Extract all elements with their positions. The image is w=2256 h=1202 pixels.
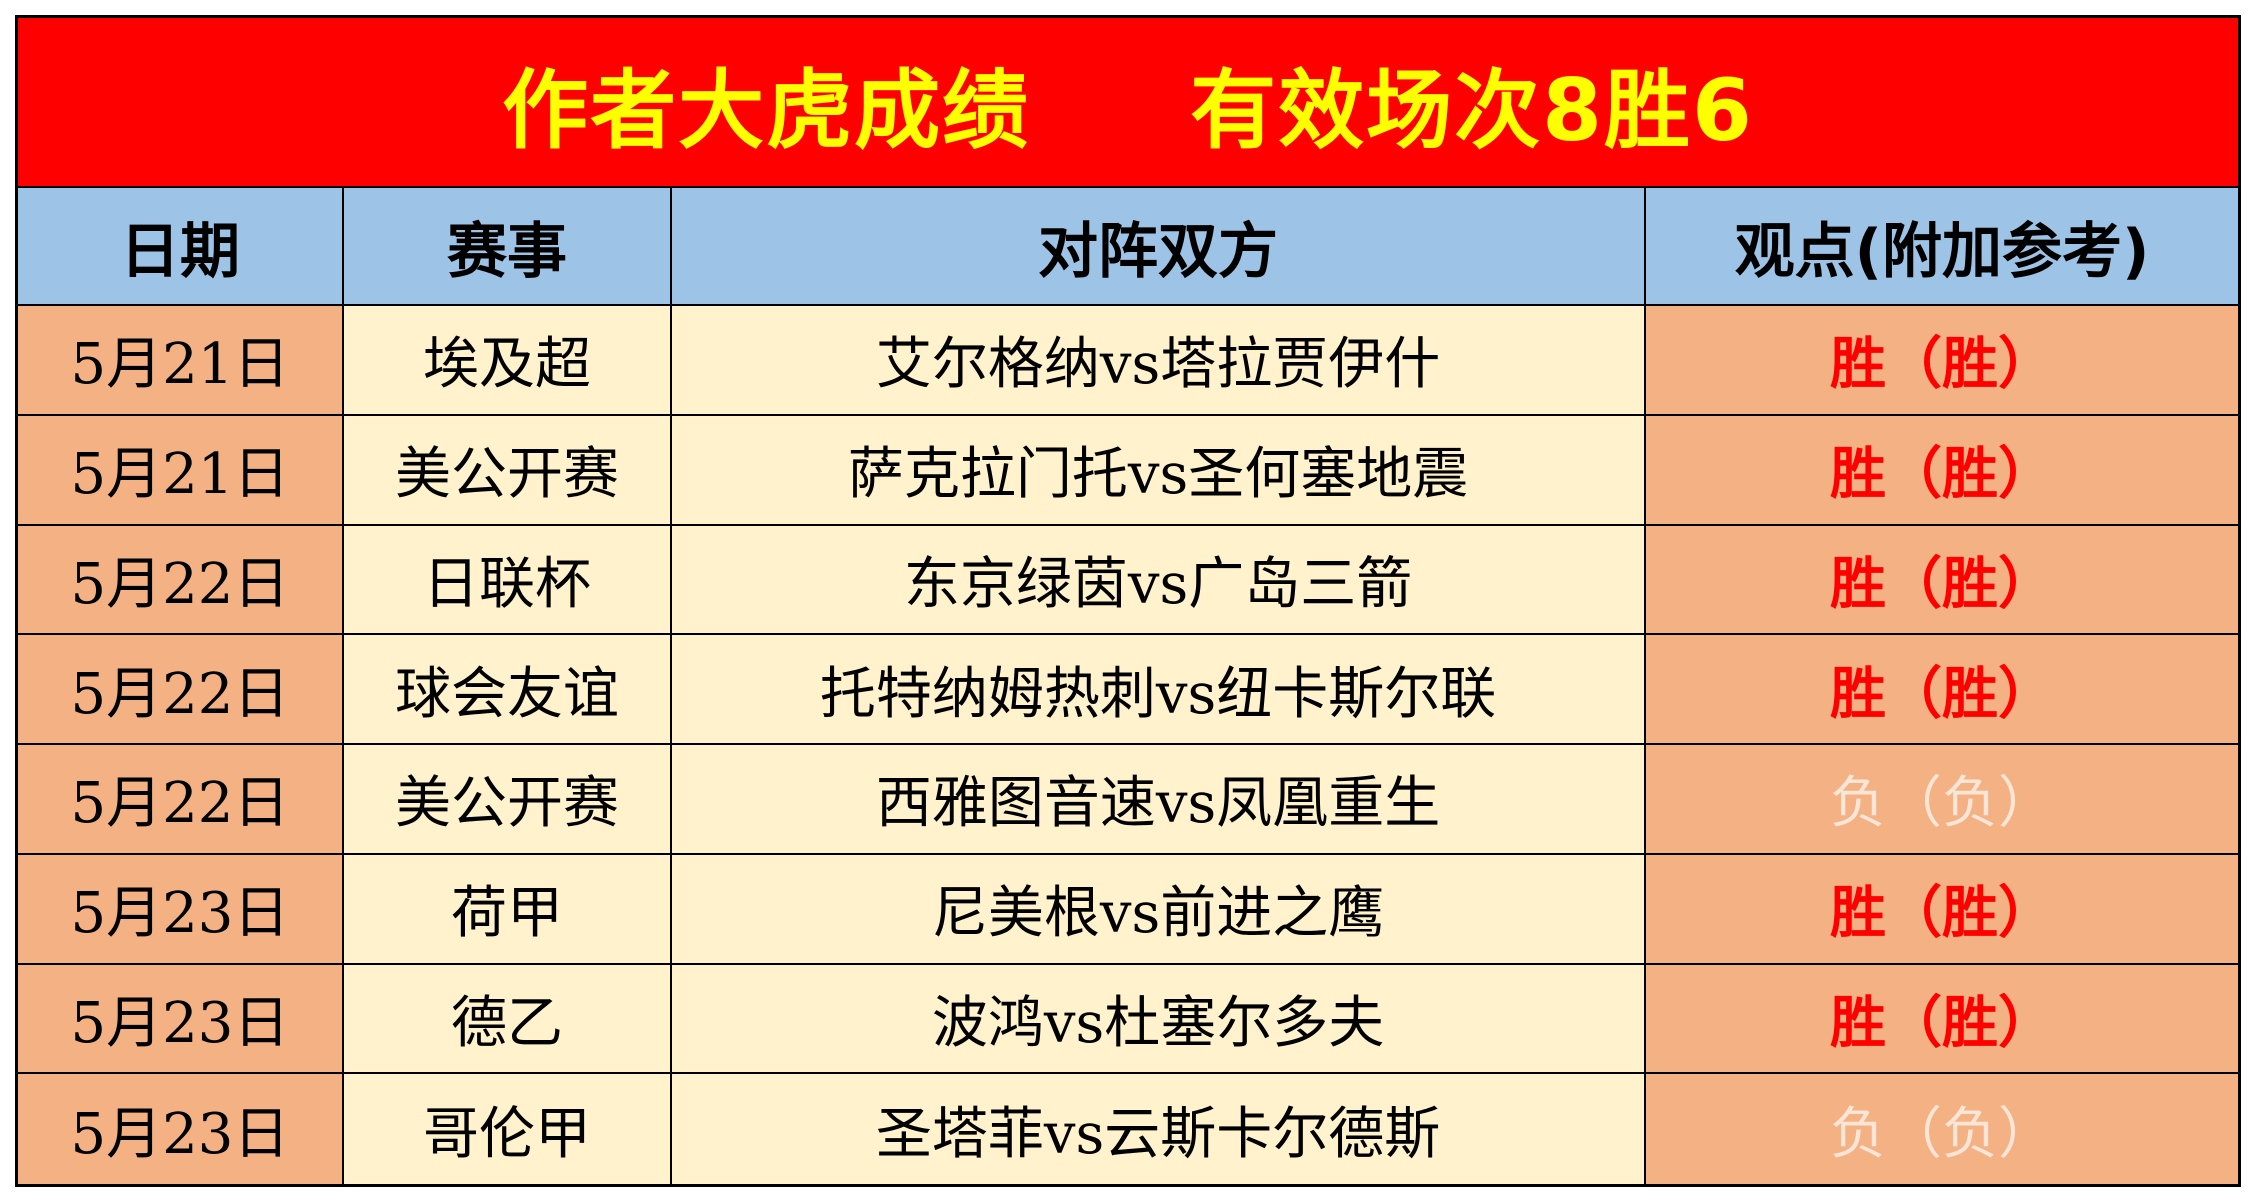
header-row: 日期 赛事 对阵双方 观点(附加参考) xyxy=(18,188,2238,306)
table-row: 5月22日 日联杯 东京绿茵vs广岛三箭 胜（胜） xyxy=(18,525,2238,636)
view-cell: 胜（胜） xyxy=(1646,525,2238,634)
title-right: 有效场次8胜6 xyxy=(1190,60,1754,161)
date-cell: 5月22日 xyxy=(18,745,344,853)
date-cell: 5月22日 xyxy=(18,525,344,634)
table-row: 5月21日 埃及超 艾尔格纳vs塔拉贾伊什 胜（胜） xyxy=(18,306,2238,416)
event-cell: 日联杯 xyxy=(344,525,672,634)
date-cell: 5月22日 xyxy=(18,635,344,743)
results-table: 作者大虎成绩 有效场次8胜6 日期 赛事 对阵双方 观点(附加参考) 5月21日 … xyxy=(15,15,2241,1187)
match-cell: 托特纳姆热刺vs纽卡斯尔联 xyxy=(672,635,1646,743)
event-cell: 德乙 xyxy=(344,964,672,1073)
table-row: 5月23日 哥伦甲 圣塔菲vs云斯卡尔德斯 负（负） xyxy=(18,1074,2238,1184)
table-row: 5月23日 荷甲 尼美根vs前进之鹰 胜（胜） xyxy=(18,854,2238,965)
event-cell: 荷甲 xyxy=(344,854,672,963)
view-cell: 胜（胜） xyxy=(1646,415,2238,524)
date-cell: 5月21日 xyxy=(18,415,344,524)
match-cell: 萨克拉门托vs圣何塞地震 xyxy=(672,415,1646,524)
view-cell: 负（负） xyxy=(1646,1074,2238,1184)
date-cell: 5月21日 xyxy=(18,306,344,414)
table-title: 作者大虎成绩 有效场次8胜6 xyxy=(18,18,2238,188)
view-cell: 胜（胜） xyxy=(1646,854,2238,963)
table-row: 5月23日 德乙 波鸿vs杜塞尔多夫 胜（胜） xyxy=(18,964,2238,1075)
date-cell: 5月23日 xyxy=(18,854,344,963)
date-cell: 5月23日 xyxy=(18,964,344,1073)
view-cell: 负（负） xyxy=(1646,745,2238,853)
header-event: 赛事 xyxy=(344,188,672,304)
header-view: 观点(附加参考) xyxy=(1646,188,2238,304)
match-cell: 东京绿茵vs广岛三箭 xyxy=(672,525,1646,634)
header-date: 日期 xyxy=(18,188,344,304)
event-cell: 哥伦甲 xyxy=(344,1074,672,1184)
view-cell: 胜（胜） xyxy=(1646,635,2238,743)
match-cell: 艾尔格纳vs塔拉贾伊什 xyxy=(672,306,1646,414)
match-cell: 尼美根vs前进之鹰 xyxy=(672,854,1646,963)
table-row: 5月21日 美公开赛 萨克拉门托vs圣何塞地震 胜（胜） xyxy=(18,415,2238,526)
event-cell: 美公开赛 xyxy=(344,745,672,853)
event-cell: 美公开赛 xyxy=(344,415,672,524)
match-cell: 圣塔菲vs云斯卡尔德斯 xyxy=(672,1074,1646,1184)
view-cell: 胜（胜） xyxy=(1646,306,2238,414)
date-cell: 5月23日 xyxy=(18,1074,344,1184)
table-row: 5月22日 球会友谊 托特纳姆热刺vs纽卡斯尔联 胜（胜） xyxy=(18,635,2238,745)
table-row: 5月22日 美公开赛 西雅图音速vs凤凰重生 负（负） xyxy=(18,745,2238,855)
match-cell: 西雅图音速vs凤凰重生 xyxy=(672,745,1646,853)
view-cell: 胜（胜） xyxy=(1646,964,2238,1073)
match-cell: 波鸿vs杜塞尔多夫 xyxy=(672,964,1646,1073)
event-cell: 球会友谊 xyxy=(344,635,672,743)
event-cell: 埃及超 xyxy=(344,306,672,414)
header-match: 对阵双方 xyxy=(672,188,1646,304)
title-left: 作者大虎成绩 xyxy=(502,60,1031,161)
